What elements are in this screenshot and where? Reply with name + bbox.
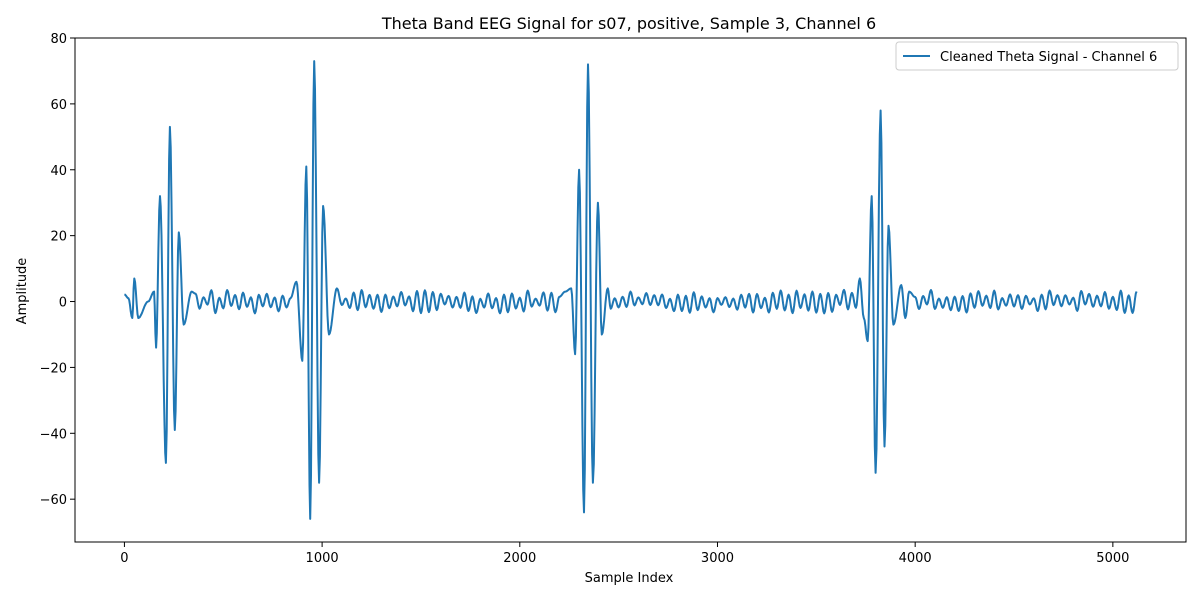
y-tick-label: 80 [50, 32, 67, 47]
y-tick-label: 40 [50, 164, 67, 179]
x-axis: 0 1000 2000 3000 4000 5000 [120, 542, 1129, 566]
y-axis-label: Amplitude [15, 258, 30, 325]
y-tick-label: −40 [40, 427, 67, 442]
y-tick-label: −20 [40, 361, 67, 376]
x-tick-label: 5000 [1096, 551, 1129, 566]
x-tick-label: 2000 [503, 551, 536, 566]
legend: Cleaned Theta Signal - Channel 6 [895, 41, 1179, 71]
y-axis: −60 −40 −20 0 20 40 60 80 [40, 32, 75, 508]
x-tick-label: 0 [120, 551, 128, 566]
x-axis-label: Sample Index [585, 571, 674, 586]
y-tick-label: 0 [59, 296, 67, 311]
y-tick-label: 20 [50, 230, 67, 245]
plot-frame [74, 37, 1187, 543]
series-line-theta-signal [124, 60, 1138, 520]
plot-area [74, 37, 1187, 543]
legend-box [895, 41, 1179, 71]
x-tick-label: 1000 [306, 551, 339, 566]
chart-title: Theta Band EEG Signal for s07, positive,… [381, 14, 876, 33]
x-tick-label: 4000 [899, 551, 932, 566]
y-tick-label: 60 [50, 98, 67, 113]
y-tick-label: −60 [40, 493, 67, 508]
legend-label: Cleaned Theta Signal - Channel 6 [940, 50, 1157, 65]
x-tick-label: 3000 [701, 551, 734, 566]
